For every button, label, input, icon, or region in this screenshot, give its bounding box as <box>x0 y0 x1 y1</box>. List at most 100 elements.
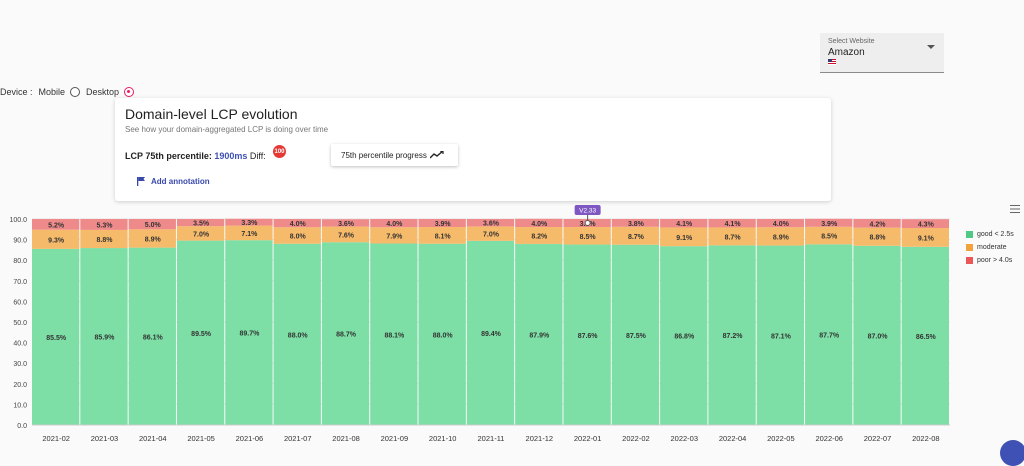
flag-icon <box>137 176 145 186</box>
data-label-poor: 3.6% <box>483 221 500 228</box>
legend-label-good: good < 2.5s <box>977 231 1014 238</box>
legend-item-good[interactable]: good < 2.5s <box>966 228 1014 241</box>
x-tick-label: 2022-03 <box>670 434 698 443</box>
bar-segment-moderate <box>418 227 466 244</box>
data-label-moderate: 8.5% <box>821 234 838 241</box>
data-label-good: 87.7% <box>819 333 840 340</box>
data-label-poor: 4.2% <box>870 221 887 228</box>
data-label-good: 89.7% <box>239 331 260 338</box>
x-tick-label: 2022-08 <box>912 434 940 443</box>
data-label-good: 88.0% <box>288 332 309 339</box>
bar-segment-good <box>273 243 321 425</box>
data-label-poor: 3.9% <box>435 221 452 228</box>
add-annotation-button[interactable]: Add annotation <box>137 175 210 187</box>
bar-segment-poor <box>466 219 515 227</box>
data-label-poor: 3.5% <box>193 221 210 228</box>
bar-segment-poor <box>418 219 466 228</box>
x-tick-label: 2021-11 <box>478 434 505 443</box>
y-tick-label: 60.0 <box>13 299 27 306</box>
caret-down-icon[interactable] <box>927 45 935 49</box>
bar-segment-moderate <box>225 225 273 241</box>
legend-item-poor[interactable]: poor > 4.0s <box>966 254 1014 267</box>
y-tick-label: 0.0 <box>17 423 27 430</box>
bar-segment-good <box>370 243 418 425</box>
bar-segment-good <box>563 244 611 425</box>
x-tick-label: 2021-04 <box>139 434 167 443</box>
y-tick-label: 10.0 <box>13 402 27 409</box>
bar-segment-good <box>418 243 466 425</box>
bar-segment-moderate <box>32 229 80 249</box>
bar-segment-poor <box>176 219 225 227</box>
device-option-mobile-label: Mobile <box>38 87 66 97</box>
x-tick-label: 2021-06 <box>236 434 264 443</box>
data-label-poor: 3.3% <box>241 220 258 227</box>
x-tick-label: 2021-02 <box>42 434 70 443</box>
data-label-moderate: 7.0% <box>483 232 500 239</box>
data-label-poor: 4.0% <box>290 221 307 228</box>
data-label-good: 85.9% <box>95 335 116 342</box>
annotation-point <box>584 220 591 226</box>
website-select-label: Select Website <box>828 38 875 45</box>
x-tick-label: 2022-07 <box>864 434 892 443</box>
bar-segment-poor <box>515 218 563 228</box>
legend-item-moderate[interactable]: moderate <box>966 241 1014 254</box>
data-label-moderate: 7.9% <box>386 233 403 240</box>
us-flag-icon <box>828 59 836 65</box>
bar-segment-poor <box>805 218 853 227</box>
chart-menu-icon[interactable] <box>1010 205 1020 213</box>
bar-segment-moderate <box>370 227 418 244</box>
bar-segment-poor <box>370 219 418 228</box>
data-label-poor: 4.0% <box>773 221 790 228</box>
data-label-poor: 4.3% <box>918 222 935 229</box>
y-tick-label: 40.0 <box>13 341 27 348</box>
y-tick-label: 100.0 <box>9 217 27 224</box>
x-tick-label: 2022-01 <box>574 434 602 443</box>
data-label-poor: 5.0% <box>145 222 162 229</box>
data-label-moderate: 8.5% <box>580 234 597 241</box>
bar-segment-moderate <box>321 226 370 243</box>
data-label-good: 88.0% <box>433 332 454 339</box>
lcp-metric: LCP 75th percentile: 1900ms Diff: <box>125 151 266 161</box>
bar-segment-good <box>901 246 949 425</box>
device-selector: Device : Mobile Desktop <box>0 85 140 99</box>
data-label-moderate: 9.3% <box>48 237 65 244</box>
data-label-moderate: 9.1% <box>918 235 935 242</box>
bar-segment-poor <box>32 219 80 230</box>
bar-segment-poor <box>901 219 949 229</box>
x-tick-label: 2022-06 <box>815 434 843 443</box>
bar-segment-good <box>756 245 805 425</box>
data-label-moderate: 8.0% <box>290 233 307 240</box>
add-annotation-label: Add annotation <box>151 176 210 186</box>
desktop-radio[interactable] <box>124 87 135 97</box>
device-option-desktop-label: Desktop <box>86 87 120 97</box>
data-label-poor: 4.0% <box>386 221 403 228</box>
data-label-good: 87.5% <box>626 333 647 340</box>
mobile-radio[interactable] <box>70 87 81 97</box>
legend-swatch-good <box>966 231 973 238</box>
data-label-moderate: 8.8% <box>96 237 113 244</box>
percentile-progress-label: 75th percentile progress <box>341 150 427 160</box>
y-tick-label: 70.0 <box>13 279 27 286</box>
metric-value: 1900ms <box>214 151 248 161</box>
data-label-good: 87.9% <box>529 332 550 339</box>
bar-segment-good <box>466 240 515 425</box>
metric-label: LCP 75th percentile: <box>125 151 212 161</box>
lcp-evolution-card: Domain-level LCP evolution See how your … <box>115 98 831 201</box>
bar-segment-moderate <box>805 226 853 245</box>
website-select[interactable]: Select Website Amazon <box>820 33 944 73</box>
data-label-good: 86.1% <box>143 334 164 341</box>
data-label-poor: 5.2% <box>48 222 65 229</box>
bar-segment-good <box>515 243 563 425</box>
data-label-good: 87.0% <box>868 333 889 340</box>
data-label-moderate: 7.1% <box>241 231 258 238</box>
diff-badge: 100 <box>273 145 286 158</box>
percentile-progress-button[interactable]: 75th percentile progress <box>331 144 458 166</box>
avatar[interactable] <box>1000 440 1024 466</box>
x-tick-label: 2022-02 <box>622 434 650 443</box>
data-label-moderate: 8.8% <box>870 235 887 242</box>
bar-segment-good <box>225 240 273 425</box>
bar-segment-poor <box>128 219 176 230</box>
lcp-stacked-bar-chart: 0.0 10.0 20.0 30.0 40.0 50.0 60.0 70.0 80.0 90.0 1… <box>9 205 950 443</box>
data-label-good: 87.1% <box>771 333 792 340</box>
bar-segment-poor <box>273 219 321 228</box>
